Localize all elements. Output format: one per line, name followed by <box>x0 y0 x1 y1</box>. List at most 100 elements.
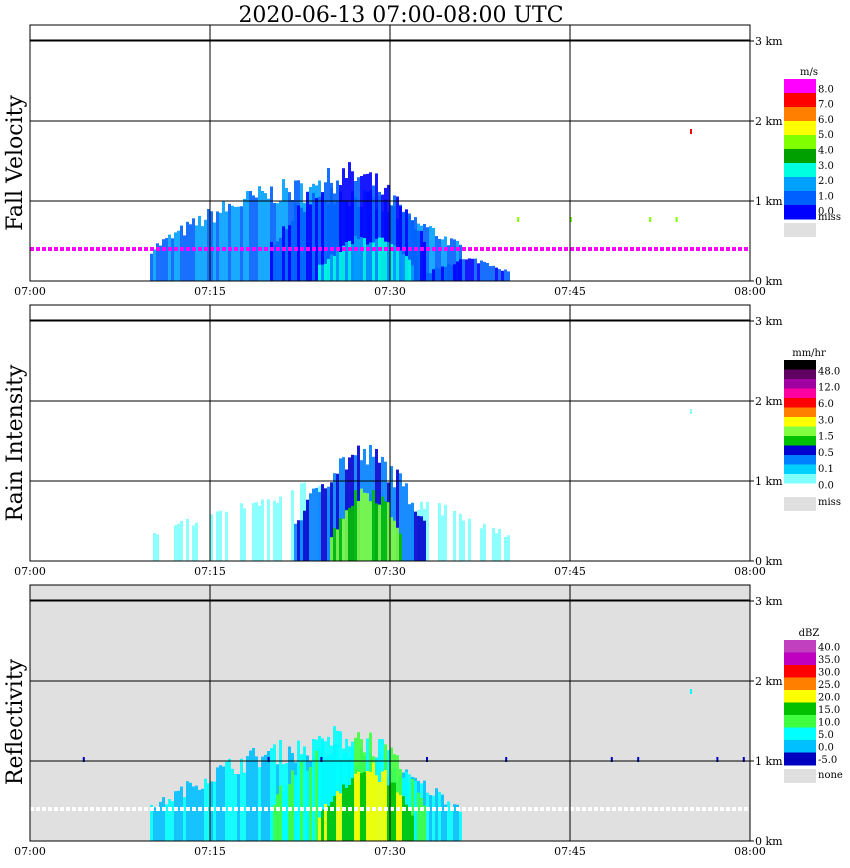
echo-column <box>384 241 387 281</box>
echo-column <box>357 239 360 281</box>
echo-column <box>480 528 483 561</box>
colorbar-swatch <box>784 445 816 456</box>
echo-column <box>420 516 423 561</box>
echo-column <box>255 502 258 561</box>
echo-column <box>312 756 315 841</box>
echo-column <box>279 496 282 561</box>
colorbar-swatch <box>784 135 816 150</box>
y-tick-label: 3 km <box>755 315 783 328</box>
colorbar-swatch <box>784 752 816 766</box>
echo-column <box>345 178 348 281</box>
echo-column <box>411 502 414 561</box>
echo-column <box>453 264 456 281</box>
colorbar-fall-velocity: m/s miss 8.0 7.0 6.0 5.0 4.0 3.0 2.0 1.0 0.0 <box>784 67 841 237</box>
echo-column <box>369 771 372 841</box>
echo-column <box>261 499 264 561</box>
echo-column <box>264 505 267 561</box>
echo-column <box>276 794 279 841</box>
colorbar-label: 40.0 <box>818 643 840 654</box>
colorbar-missing-swatch <box>784 769 816 783</box>
colorbar-label: 12.0 <box>818 383 840 394</box>
colorbar-swatch <box>784 388 816 399</box>
echo-column <box>282 492 285 561</box>
plot-frame <box>29 24 751 282</box>
echo-column <box>405 209 408 281</box>
echo-column <box>366 771 369 841</box>
echo-column <box>300 207 303 281</box>
echo-column <box>252 748 255 841</box>
colorbar-swatch <box>784 360 816 370</box>
echo-column <box>324 263 327 281</box>
echo-column <box>246 505 249 561</box>
y-tick-label: 0 km <box>755 555 783 568</box>
echo-column <box>366 244 369 281</box>
echo-column <box>273 804 276 841</box>
echo-column <box>300 761 303 841</box>
echo-column <box>273 203 276 281</box>
echo-column <box>156 809 159 841</box>
echo-column <box>387 785 390 841</box>
colorbar-label: 35.0 <box>818 655 840 666</box>
echo-column <box>453 804 456 841</box>
echo-column <box>456 804 459 841</box>
echo-column <box>195 225 198 281</box>
echo-column <box>222 506 225 561</box>
x-tick-label: 07:00 <box>14 285 46 298</box>
echo-column <box>477 527 480 561</box>
echo-column <box>318 817 321 841</box>
echo-column <box>429 505 432 561</box>
echo-column <box>231 205 234 281</box>
echo-column <box>270 241 273 281</box>
echo-column <box>489 528 492 561</box>
y-tick-label: 1 km <box>755 475 783 488</box>
echo-column <box>186 221 189 281</box>
colorbar-unit-fall-velocity: m/s <box>800 67 818 78</box>
echo-column <box>360 237 363 281</box>
echo-column <box>213 512 216 561</box>
echo-column <box>453 511 456 561</box>
echo-column <box>393 245 396 281</box>
echo-column <box>483 523 486 561</box>
echo-column <box>255 197 258 281</box>
echo-column <box>252 503 255 561</box>
echo-column <box>441 515 444 561</box>
echo-column <box>450 265 453 281</box>
echo-column <box>348 507 351 561</box>
echo-column <box>270 186 273 281</box>
echo-column <box>153 249 156 281</box>
echo-column <box>159 245 162 281</box>
x-tick-label: 07:30 <box>374 285 406 298</box>
echo-column <box>438 503 441 561</box>
echo-column <box>438 238 441 281</box>
colorbar-swatch <box>784 93 816 108</box>
y-tick-label: 2 km <box>755 675 783 688</box>
echo-column <box>210 781 213 841</box>
echo-column <box>414 229 417 281</box>
colorbar-label: 1.0 <box>818 191 834 202</box>
echo-column <box>219 510 222 561</box>
colorbar-label: 15.0 <box>818 705 840 716</box>
echo-column <box>150 538 153 561</box>
echo-column <box>252 195 255 281</box>
echo-column <box>411 779 414 841</box>
echo-column <box>435 788 438 841</box>
colorbar-label: 20.0 <box>818 693 840 704</box>
y-tick-label: 2 km <box>755 395 783 408</box>
echo-column <box>318 735 321 841</box>
echo-column <box>225 211 228 281</box>
echo-column <box>291 221 294 281</box>
colorbar-swatch <box>784 677 816 691</box>
echo-column <box>462 259 465 281</box>
echo-column <box>174 791 177 841</box>
echo-column <box>315 487 318 561</box>
echo-column <box>369 501 372 561</box>
noise-dot <box>716 757 719 762</box>
echo-column <box>402 211 405 281</box>
echo-column <box>168 234 171 281</box>
echo-column <box>348 162 351 281</box>
colorbar-swatch <box>784 702 816 716</box>
echo-column <box>237 504 240 561</box>
echo-column <box>387 502 390 561</box>
echo-column <box>411 265 414 281</box>
plot-frame <box>29 304 751 562</box>
